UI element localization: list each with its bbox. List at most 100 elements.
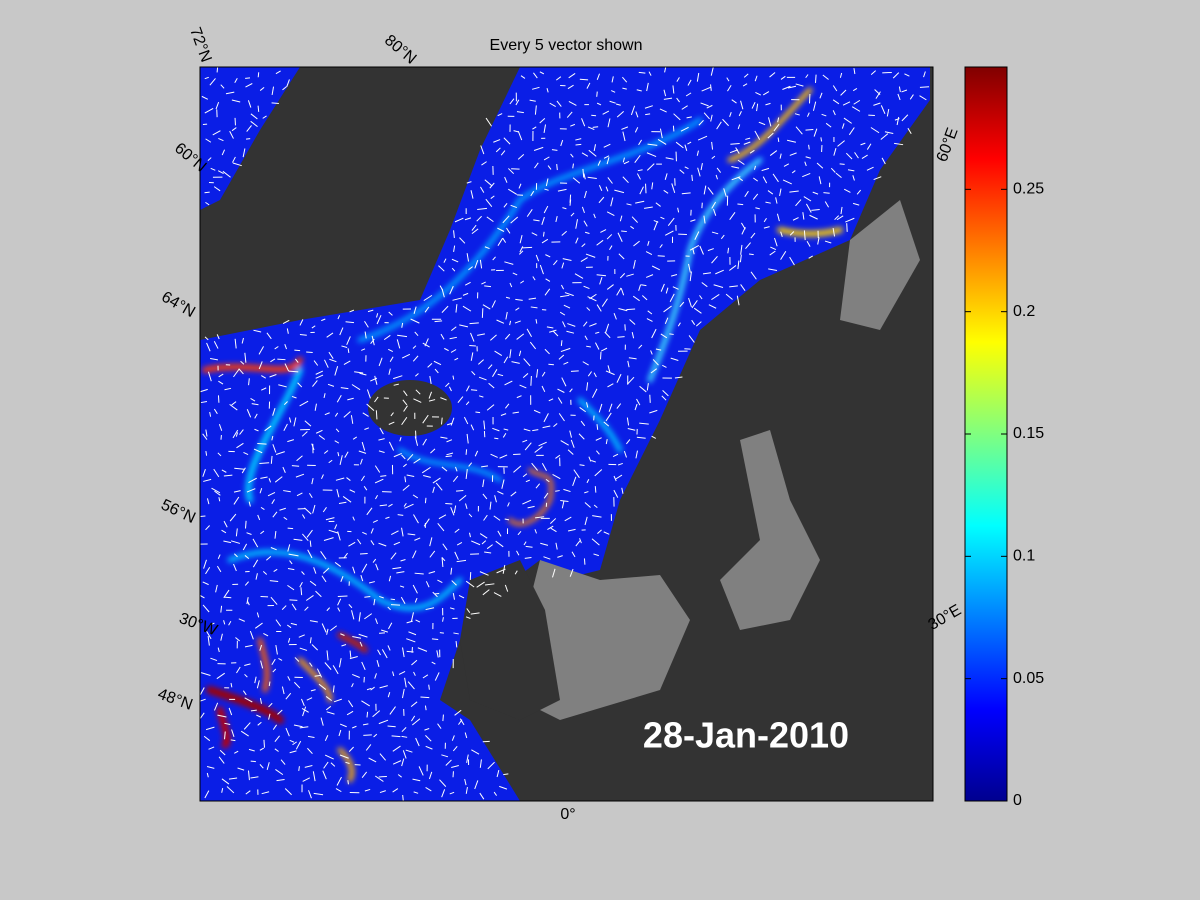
vector [272,444,277,453]
vector [282,86,287,91]
vector [428,571,436,574]
vector [415,737,420,747]
vector [309,662,313,667]
vector [523,428,531,432]
vector [315,429,323,434]
vector [387,725,396,728]
vector [370,338,375,344]
vector [206,342,211,352]
vector [769,150,778,156]
vector [845,217,855,223]
vector [347,397,354,401]
vector [436,650,439,658]
vector [422,438,427,446]
vector [505,311,508,320]
vector [477,207,488,210]
vector [434,368,439,374]
vector [676,97,680,103]
vector [451,735,455,741]
vector [401,353,411,359]
vector [340,633,345,636]
vector [539,264,544,275]
vector [586,479,590,484]
vector [223,540,232,544]
vector [679,169,685,174]
vector [231,127,237,132]
vector [285,692,292,700]
vector [596,274,607,277]
vector [442,543,448,551]
vector [711,294,720,301]
vector [229,403,238,411]
vector [564,516,572,522]
vector [589,293,597,300]
vector [432,591,438,598]
vector [542,231,545,237]
vector [414,537,421,541]
vector [259,644,263,651]
vector [257,105,260,112]
vector [594,486,597,493]
vector [377,649,381,656]
vector [540,542,549,546]
vector [672,85,675,94]
vector [605,370,615,376]
vector [362,723,369,726]
vector [441,466,448,472]
vector [581,152,589,157]
vector [244,352,247,363]
vector [634,127,639,133]
vector [545,178,549,187]
vector [393,452,402,458]
vector [535,319,538,324]
vector [287,637,291,643]
vector [549,102,556,107]
vector [720,234,725,240]
vector [271,102,279,104]
vector [325,696,333,701]
vector [220,605,223,613]
vector [463,416,469,425]
vector [731,166,740,169]
vector [789,152,797,156]
vector [555,76,562,81]
vector [606,157,610,165]
vector [519,384,527,389]
vector [296,492,303,497]
vector [399,585,405,588]
vector [599,276,603,285]
vector [805,203,812,213]
vector [621,230,627,233]
vector [400,559,406,562]
vector [591,388,598,398]
vector [309,620,318,623]
vector [657,138,667,145]
vector [706,104,713,109]
vector [621,126,629,130]
vector [257,443,267,445]
vector [494,437,499,440]
vector [532,276,536,281]
vector [639,385,647,393]
vector [769,72,776,78]
vector [708,304,717,309]
vector [740,244,743,255]
vector [481,281,486,285]
vector [357,538,362,545]
vector [665,157,674,160]
vector [563,304,571,309]
vector [320,551,327,560]
vector [451,258,459,263]
vector [633,240,640,247]
vector [875,91,881,99]
vector [512,272,518,276]
vector [340,387,349,390]
vector [570,123,576,127]
vector [510,204,517,209]
vector [299,334,307,336]
vector [596,304,602,312]
vector [470,190,474,199]
vector [663,305,672,313]
vector [251,403,259,406]
